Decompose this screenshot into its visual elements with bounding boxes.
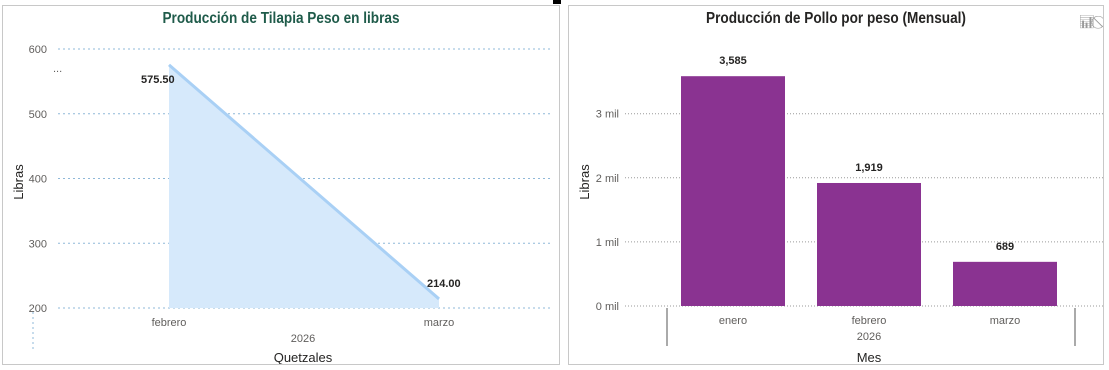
pollo-chart-panel: Producción de Pollo por peso (Mensual) 📊… xyxy=(568,5,1104,365)
x-axis-title: Mes xyxy=(857,350,882,365)
data-label-marzo: 214.00 xyxy=(427,278,461,290)
pollo-bar-chart: 0 mil 1 mil 2 mil 3 mil 3,585 enero 1,919 febre… xyxy=(577,55,1103,365)
data-label-febrero: 575.50 xyxy=(141,74,175,86)
x-axis-title: Quetzales xyxy=(274,350,333,365)
data-label-marzo: 689 xyxy=(996,241,1014,253)
y-tick-label: 1 mil xyxy=(596,237,619,249)
y-tick-label: 300 xyxy=(29,238,47,250)
y-tick-label: 400 xyxy=(29,174,47,186)
tilapia-chart-panel: Producción de Tilapia Peso en libras 200… xyxy=(2,5,560,365)
tilapia-chart-title: Producción de Tilapia Peso en libras xyxy=(162,10,400,27)
series-line xyxy=(168,63,440,301)
y-tick-label: 2 mil xyxy=(596,173,619,185)
x-tick-label: marzo xyxy=(424,317,455,329)
pollo-chart-title: Producción de Pollo por peso (Mensual) xyxy=(706,10,966,27)
bar-febrero xyxy=(817,182,921,306)
x-tick-label: enero xyxy=(719,315,747,327)
bar-marzo xyxy=(953,261,1057,306)
bar-enero xyxy=(681,76,785,306)
data-label-enero: 3,585 xyxy=(719,55,747,67)
tilapia-area-chart: 200 300 400 500 600... 575.50 214.00 febrero mar… xyxy=(11,44,551,365)
y-axis-title: Libras xyxy=(577,164,592,200)
y-tick-label: 200 xyxy=(29,303,47,315)
drill-chart-icon[interactable]: 📊︎ xyxy=(1078,14,1095,29)
area-fill xyxy=(169,64,439,308)
x-tick-label: marzo xyxy=(990,315,1021,327)
y-tick-label: 600 xyxy=(29,44,47,56)
y-tick-label: 3 mil xyxy=(596,109,619,121)
x-group-label: 2026 xyxy=(857,331,881,343)
data-label-febrero: 1,919 xyxy=(855,162,883,174)
y-tick-label: 500 xyxy=(29,109,47,121)
x-tick-label: febrero xyxy=(152,317,187,329)
y-axis-title: Libras xyxy=(11,164,26,200)
visual-toolbar: 📊︎ ⃠ xyxy=(1078,14,1101,30)
y-tick-label: 0 mil xyxy=(596,301,619,313)
x-group-label: 2026 xyxy=(291,333,315,345)
overflow-dots: ... xyxy=(53,63,62,75)
top-edge-fragment xyxy=(553,0,561,4)
x-tick-label: febrero xyxy=(852,315,887,327)
